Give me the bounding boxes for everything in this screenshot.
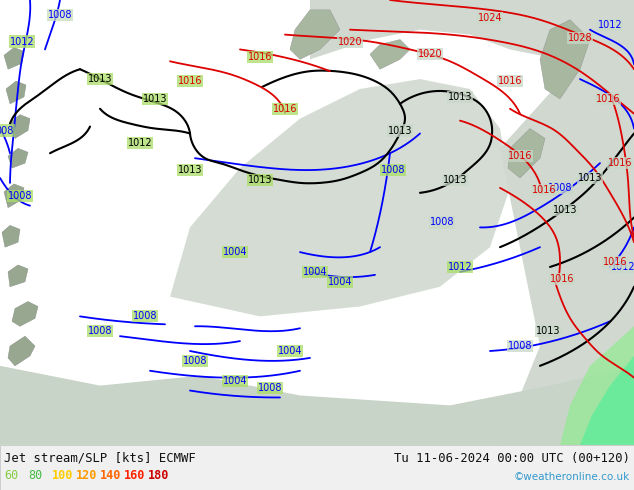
- Text: 1008: 1008: [183, 356, 207, 366]
- Polygon shape: [370, 40, 410, 69]
- Text: 1004: 1004: [278, 346, 302, 356]
- Polygon shape: [10, 115, 30, 138]
- Text: 1013: 1013: [448, 92, 472, 102]
- Text: 1008: 1008: [8, 191, 32, 201]
- Text: 1013: 1013: [248, 175, 272, 185]
- Polygon shape: [8, 265, 28, 287]
- Text: 1012: 1012: [10, 37, 34, 47]
- Text: 1008: 1008: [258, 383, 282, 392]
- Polygon shape: [540, 20, 590, 99]
- Text: 1008: 1008: [48, 10, 72, 20]
- Text: 60: 60: [4, 469, 18, 482]
- Text: 1028: 1028: [567, 32, 592, 43]
- Text: 120: 120: [76, 469, 98, 482]
- Polygon shape: [560, 326, 634, 445]
- Text: 1008: 1008: [430, 218, 454, 227]
- Text: 1008: 1008: [133, 311, 157, 321]
- Text: 1016: 1016: [273, 104, 297, 114]
- Text: 1020: 1020: [338, 37, 362, 47]
- Text: 1016: 1016: [608, 158, 632, 168]
- Text: 1008: 1008: [508, 341, 533, 351]
- Polygon shape: [4, 184, 24, 208]
- Text: 1012: 1012: [127, 138, 152, 148]
- Text: 1016: 1016: [603, 257, 627, 267]
- Text: 80: 80: [28, 469, 42, 482]
- Polygon shape: [2, 225, 20, 247]
- Text: 1020: 1020: [418, 49, 443, 59]
- Polygon shape: [8, 148, 28, 168]
- Text: 1016: 1016: [550, 274, 574, 284]
- Polygon shape: [508, 128, 545, 178]
- Text: 008: 008: [0, 125, 14, 136]
- Polygon shape: [8, 336, 35, 366]
- Text: 1008: 1008: [87, 326, 112, 336]
- Polygon shape: [580, 356, 634, 445]
- Text: 1008: 1008: [381, 165, 405, 175]
- Text: 1004: 1004: [328, 277, 353, 287]
- Text: 1016: 1016: [532, 185, 556, 195]
- Text: 1004: 1004: [223, 247, 247, 257]
- Polygon shape: [290, 10, 340, 59]
- Polygon shape: [4, 48, 24, 69]
- Text: 1013: 1013: [87, 74, 112, 84]
- Text: Tu 11-06-2024 00:00 UTC (00+120): Tu 11-06-2024 00:00 UTC (00+120): [394, 452, 630, 465]
- Text: 1024: 1024: [477, 13, 502, 23]
- Text: 1013: 1013: [388, 125, 412, 136]
- Text: 100: 100: [52, 469, 74, 482]
- Text: 1016: 1016: [248, 52, 272, 62]
- Text: 1012: 1012: [611, 262, 634, 272]
- Text: 160: 160: [124, 469, 145, 482]
- Polygon shape: [170, 79, 510, 317]
- Text: 1013: 1013: [578, 173, 602, 183]
- Text: 1013: 1013: [443, 175, 467, 185]
- Text: 1012: 1012: [598, 20, 623, 30]
- Text: 1012: 1012: [448, 262, 472, 272]
- Text: 1004: 1004: [303, 267, 327, 277]
- Text: ©weatheronline.co.uk: ©weatheronline.co.uk: [514, 472, 630, 482]
- Text: 140: 140: [100, 469, 121, 482]
- Text: 1013: 1013: [553, 205, 577, 215]
- Text: 1013: 1013: [536, 326, 560, 336]
- Polygon shape: [500, 0, 634, 445]
- Polygon shape: [6, 81, 26, 104]
- Text: 1013: 1013: [143, 94, 167, 104]
- Polygon shape: [0, 366, 634, 445]
- Text: 1013: 1013: [178, 165, 202, 175]
- Text: 1016: 1016: [178, 76, 202, 86]
- Text: 180: 180: [148, 469, 169, 482]
- Text: Jet stream/SLP [kts] ECMWF: Jet stream/SLP [kts] ECMWF: [4, 452, 196, 465]
- Polygon shape: [12, 301, 38, 326]
- Polygon shape: [310, 0, 634, 109]
- Text: 1004: 1004: [223, 376, 247, 386]
- Text: 1016: 1016: [596, 94, 620, 104]
- Text: 1016: 1016: [498, 76, 522, 86]
- Text: 1016: 1016: [508, 151, 533, 161]
- Text: 1008: 1008: [548, 183, 573, 193]
